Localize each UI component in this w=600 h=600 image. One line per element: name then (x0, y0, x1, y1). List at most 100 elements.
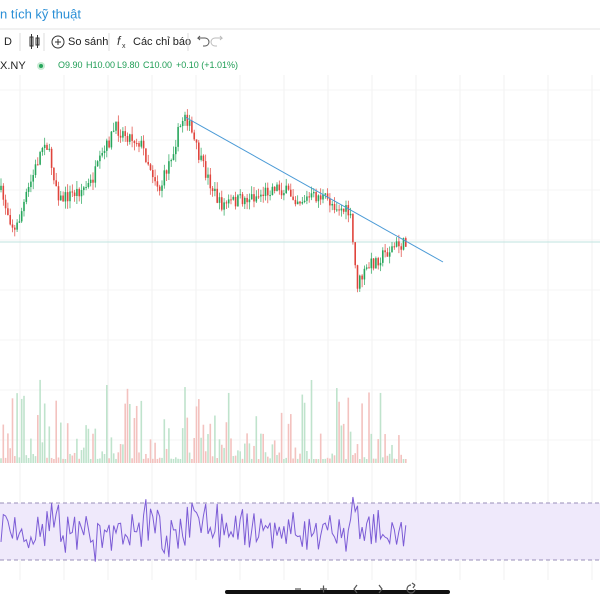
candle-body (285, 185, 287, 194)
volume-bar (186, 417, 189, 463)
zoom-in[interactable] (320, 585, 327, 593)
candle-body (142, 140, 145, 149)
volume-bar (57, 457, 60, 463)
candle-body (87, 182, 90, 188)
volume-bar (80, 450, 83, 463)
volume-bar (165, 448, 168, 463)
volume-bar (221, 444, 223, 463)
candle-body (154, 177, 156, 182)
volume-bar (299, 453, 301, 463)
trend-line[interactable] (184, 116, 444, 263)
candle-body (53, 167, 55, 181)
candle-body (221, 197, 223, 210)
candle-body (400, 246, 402, 250)
rsi-band (0, 503, 600, 560)
volume-bar (379, 392, 382, 463)
candle-body (140, 140, 143, 147)
candle-body (324, 193, 327, 195)
volume-bar (78, 458, 80, 463)
candle-body (347, 205, 350, 216)
volume-bar (264, 452, 267, 463)
scrollbar[interactable] (225, 590, 450, 594)
candle-body (92, 179, 94, 183)
redo-button[interactable] (210, 35, 224, 47)
interval-button[interactable]: D (4, 36, 12, 48)
volume-bar (152, 458, 154, 463)
scroll-left[interactable] (353, 584, 358, 594)
compare-icon[interactable] (51, 35, 65, 49)
chart-style-button[interactable] (29, 34, 40, 49)
candle-body (181, 120, 184, 127)
candle-body (27, 187, 30, 192)
candle-body (0, 185, 2, 190)
volume-bar (267, 456, 269, 463)
candle-body (96, 161, 99, 167)
volume-bar (250, 458, 253, 463)
volume-bar (223, 447, 225, 463)
volume-bar (7, 433, 9, 463)
candle-body (69, 191, 71, 202)
volume-bar (313, 458, 315, 463)
volume-bar (333, 455, 336, 463)
candle-body (16, 222, 18, 230)
candle-body (25, 191, 28, 202)
candle-body (156, 181, 159, 187)
candle-body (20, 211, 23, 222)
candle-body (365, 267, 368, 269)
volume-bar (9, 448, 11, 463)
candle-body (89, 179, 92, 183)
reset[interactable] (406, 582, 416, 594)
candle-body (34, 164, 37, 176)
candle-body (129, 134, 131, 142)
volume-bar (112, 453, 115, 463)
volume-bar (319, 433, 322, 463)
volume-bar (96, 458, 99, 463)
volume-bar (204, 451, 207, 463)
candle-body (60, 195, 62, 201)
compare-button[interactable]: So sánh (68, 36, 108, 48)
candle-body (83, 187, 85, 191)
scroll-right[interactable] (378, 584, 383, 594)
indicator-icon[interactable]: f (117, 34, 122, 48)
candle-body (64, 192, 67, 202)
candle-body (179, 126, 182, 128)
candle-body (368, 267, 370, 269)
volume-bar (363, 457, 366, 463)
candle-body (299, 201, 301, 204)
candle-body (41, 147, 44, 153)
undo-button[interactable] (196, 35, 210, 47)
candle-body (32, 175, 34, 182)
candle-body (331, 203, 333, 206)
volume-bar (71, 455, 74, 463)
candle-body (292, 196, 294, 200)
candle-body (273, 186, 276, 191)
candle-body (402, 238, 405, 250)
volume-bar (391, 444, 393, 463)
volume-bar (168, 428, 170, 463)
volume-bar (184, 387, 186, 463)
volume-bar (115, 458, 117, 463)
volume-bar (400, 454, 402, 463)
candle-body (313, 192, 315, 194)
volume-bar (340, 425, 343, 463)
indicator-icon[interactable]: x (122, 43, 126, 50)
volume-bar (331, 453, 333, 463)
volume-bar (255, 416, 258, 463)
candle-body (296, 201, 299, 205)
candle-body (147, 162, 149, 165)
page-title: n tích kỹ thuật (0, 6, 81, 21)
candle-body (177, 126, 179, 147)
volume-bar (232, 456, 235, 463)
volume-bar (172, 458, 175, 463)
candle-body (18, 221, 21, 223)
candle-body (227, 199, 230, 204)
volume-bar (188, 452, 191, 463)
candle-body (340, 208, 343, 211)
volume-bar (405, 458, 407, 463)
candle-body (301, 202, 304, 204)
volume-bar (388, 453, 391, 463)
candle-body (46, 144, 48, 150)
indicators-button[interactable]: Các chỉ báo (133, 36, 191, 48)
candle-body (398, 241, 400, 247)
